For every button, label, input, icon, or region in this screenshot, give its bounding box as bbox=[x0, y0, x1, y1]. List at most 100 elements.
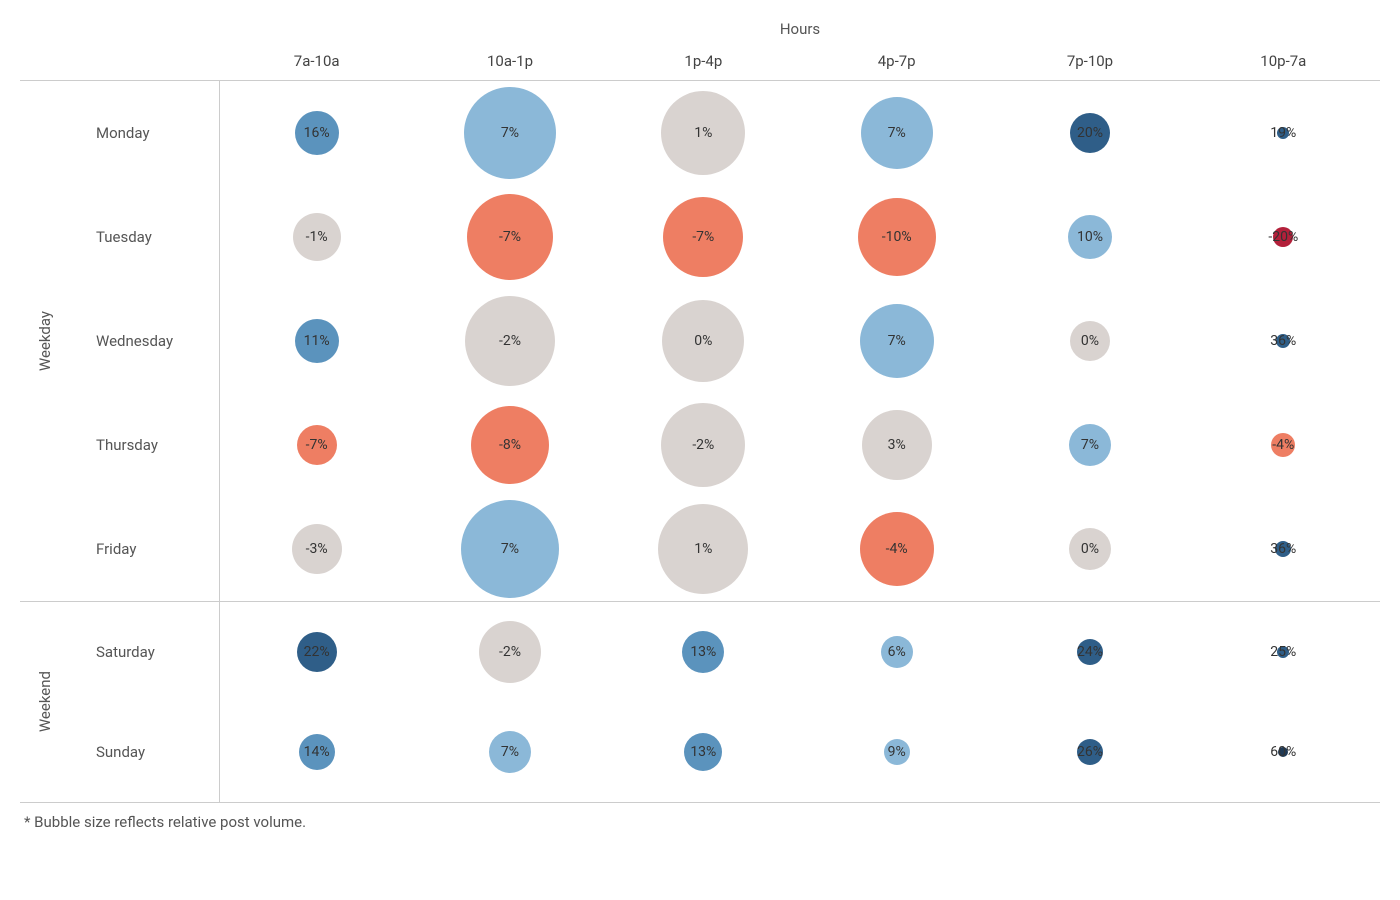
cell-value: 3% bbox=[888, 437, 906, 453]
group-label: Weekday bbox=[20, 81, 70, 601]
matrix-cell: 14% bbox=[220, 702, 413, 802]
matrix-cell: -2% bbox=[413, 602, 606, 702]
group-label-text: Weekend bbox=[36, 671, 54, 732]
day-label: Friday bbox=[70, 497, 220, 601]
cell-value: 1% bbox=[694, 125, 712, 141]
matrix-cell: 22% bbox=[220, 602, 413, 702]
header-spacer-day bbox=[70, 44, 220, 80]
day-label: Sunday bbox=[70, 702, 220, 802]
table-row: Monday 16% 7% 1% 7% 20% 19% bbox=[70, 81, 1380, 185]
matrix-cell: 3% bbox=[800, 393, 993, 497]
matrix-cell: -7% bbox=[607, 185, 800, 289]
column-header: 7a-10a bbox=[220, 44, 413, 80]
matrix-cell: 7% bbox=[413, 702, 606, 802]
table-row: Tuesday-1%-7%-7%-10%10%-20% bbox=[70, 185, 1380, 289]
column-header-row: 7a-10a 10a-1p 1p-4p 4p-7p 7p-10p 10p-7a bbox=[20, 44, 1380, 81]
matrix-cell: 1% bbox=[607, 497, 800, 601]
matrix-cell: 20% bbox=[993, 81, 1186, 185]
cell-value: 14% bbox=[304, 744, 330, 760]
cell-value: 7% bbox=[501, 744, 519, 760]
cell-value: -10% bbox=[882, 229, 912, 245]
column-header: 1p-4p bbox=[607, 44, 800, 80]
column-header: 10a-1p bbox=[413, 44, 606, 80]
column-header: 7p-10p bbox=[993, 44, 1186, 80]
cell-value: 16% bbox=[304, 125, 330, 141]
cell-value: 9% bbox=[888, 744, 906, 760]
matrix-cell: 36% bbox=[1187, 497, 1380, 601]
cell-value: 0% bbox=[694, 333, 712, 349]
matrix-cell: 25% bbox=[1187, 602, 1380, 702]
matrix-cell: 10% bbox=[993, 185, 1186, 289]
cell-value: 20% bbox=[1077, 125, 1103, 141]
matrix-cell: -8% bbox=[413, 393, 606, 497]
matrix-cell: 7% bbox=[413, 497, 606, 601]
matrix-cell: 19% bbox=[1187, 81, 1380, 185]
matrix-cell: 13% bbox=[607, 702, 800, 802]
matrix-cell: 7% bbox=[993, 393, 1186, 497]
cell-value: 6% bbox=[888, 644, 906, 660]
table-row: Saturday 22% -2% 13% 6% 24% 25% bbox=[70, 602, 1380, 702]
cell-value: 13% bbox=[690, 644, 716, 660]
matrix-cell: -3% bbox=[220, 497, 413, 601]
cell-value: 36% bbox=[1270, 541, 1296, 557]
cell-value: -3% bbox=[306, 541, 328, 557]
cell-value: 13% bbox=[690, 744, 716, 760]
cell-value: 60% bbox=[1270, 744, 1296, 760]
matrix-cell: 13% bbox=[607, 602, 800, 702]
cell-value: 24% bbox=[1077, 644, 1103, 660]
matrix-cell: -7% bbox=[220, 393, 413, 497]
chart-title: Hours bbox=[20, 20, 1380, 38]
matrix-cell: 11% bbox=[220, 289, 413, 393]
cell-value: -1% bbox=[306, 229, 328, 245]
cell-value: -2% bbox=[692, 437, 714, 453]
cell-value: 22% bbox=[304, 644, 330, 660]
cell-value: -4% bbox=[1272, 437, 1294, 453]
table-row: Friday -3% 7% 1% -4%0% 36% bbox=[70, 497, 1380, 601]
day-label: Saturday bbox=[70, 602, 220, 702]
day-label: Thursday bbox=[70, 393, 220, 497]
matrix-cell: 7% bbox=[800, 81, 993, 185]
matrix-cell: 6% bbox=[800, 602, 993, 702]
matrix-cell: 26% bbox=[993, 702, 1186, 802]
cell-value: -7% bbox=[306, 437, 328, 453]
matrix-cell: 0% bbox=[993, 289, 1186, 393]
cell-value: 1% bbox=[694, 541, 712, 557]
day-label: Wednesday bbox=[70, 289, 220, 393]
cell-value: -2% bbox=[499, 333, 521, 349]
table-row: Sunday 14% 7% 13% 9% 26% 60% bbox=[70, 702, 1380, 802]
matrix-cell: -4% bbox=[800, 497, 993, 601]
matrix-cell: -10% bbox=[800, 185, 993, 289]
table-row: Thursday -7% -8% -2% 3% 7% -4% bbox=[70, 393, 1380, 497]
matrix-cell: -4% bbox=[1187, 393, 1380, 497]
column-header: 4p-7p bbox=[800, 44, 993, 80]
column-header: 10p-7a bbox=[1187, 44, 1380, 80]
cell-value: 25% bbox=[1270, 644, 1296, 660]
matrix-cell: 0% bbox=[607, 289, 800, 393]
cell-value: -8% bbox=[499, 437, 521, 453]
rows-container: Monday 16% 7% 1% 7% 20% 19% Tuesday -1% -7% -7% -10… bbox=[70, 81, 1380, 601]
table-row: Wednesday 11% -2% 0% 7% 0% 36% bbox=[70, 289, 1380, 393]
matrix-cell: 0% bbox=[993, 497, 1186, 601]
matrix-cell: 7% bbox=[413, 81, 606, 185]
day-label: Tuesday bbox=[70, 185, 220, 289]
cell-value: 7% bbox=[501, 125, 519, 141]
cell-value: 10% bbox=[1077, 229, 1103, 245]
cell-value: 26% bbox=[1077, 744, 1103, 760]
cell-value: 36% bbox=[1270, 333, 1296, 349]
matrix-cell: -1% bbox=[220, 185, 413, 289]
row-group-weekend: Weekend Saturday 22% -2% 13% 6% 24% 25% Sunday 14… bbox=[20, 602, 1380, 803]
day-label: Monday bbox=[70, 81, 220, 185]
matrix-cell: 7% bbox=[800, 289, 993, 393]
cell-value: 7% bbox=[888, 333, 906, 349]
row-group-weekday: WeekdayMonday 16% 7% 1% 7% 20% 19% Tuesday -1% -7… bbox=[20, 81, 1380, 602]
rows-container: Saturday 22% -2% 13% 6% 24% 25% Sunday 14% 7% 13% 9… bbox=[70, 602, 1380, 802]
matrix-cell: 24% bbox=[993, 602, 1186, 702]
cell-value: -2% bbox=[499, 644, 521, 660]
chart-footnote: * Bubble size reflects relative post vol… bbox=[20, 813, 1380, 831]
cell-value: -7% bbox=[692, 229, 714, 245]
matrix-cell: 36% bbox=[1187, 289, 1380, 393]
cell-value: 7% bbox=[1081, 437, 1099, 453]
cell-value: 11% bbox=[304, 333, 330, 349]
header-spacer-group bbox=[20, 44, 70, 80]
matrix-cell: 16% bbox=[220, 81, 413, 185]
